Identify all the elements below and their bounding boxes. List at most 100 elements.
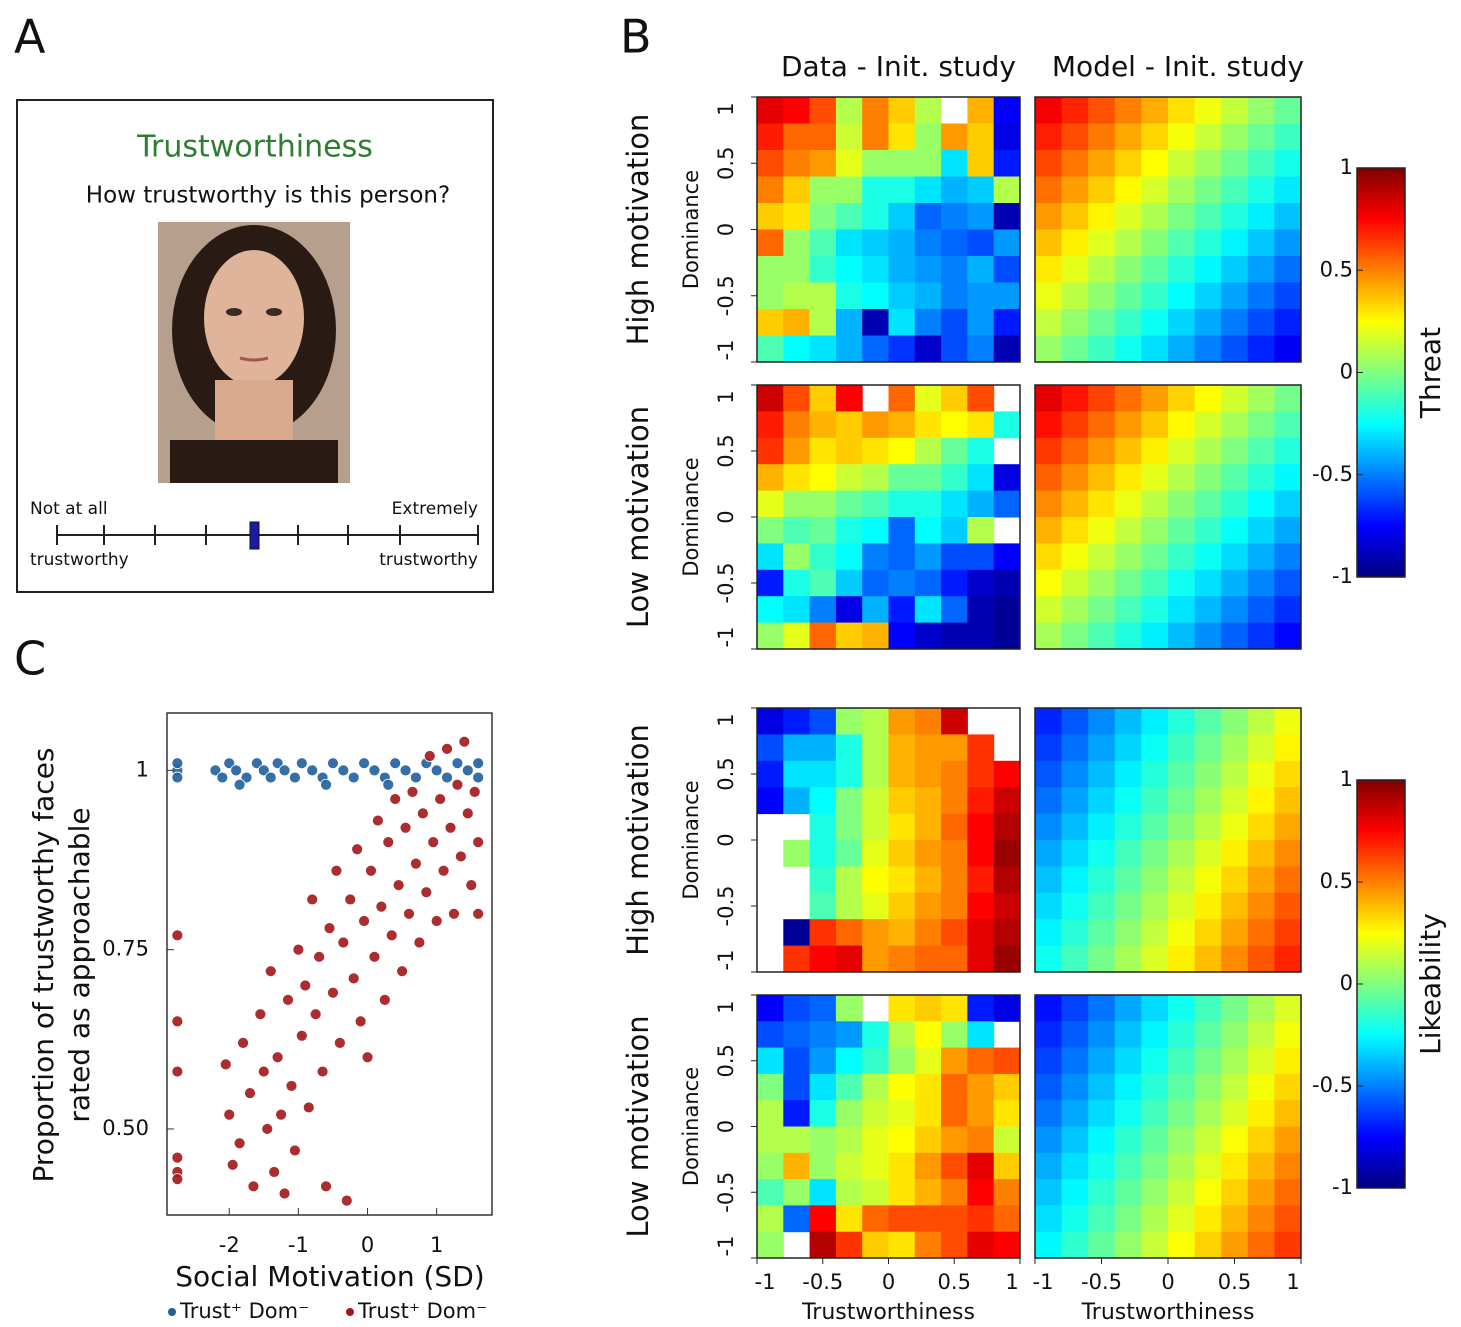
- heatmap-cell: [1088, 282, 1116, 310]
- heatmap-cell: [993, 1152, 1021, 1180]
- point: [320, 1180, 332, 1193]
- point: [351, 843, 364, 856]
- y-tick-label: 0: [714, 510, 738, 523]
- heatmap-cell: [1035, 229, 1063, 257]
- heatmap-cell: [941, 787, 968, 815]
- heatmap-cell: [1194, 1231, 1222, 1259]
- x-tick-label: 1: [1005, 1270, 1018, 1294]
- heatmap-cell: [1194, 256, 1222, 283]
- y-tick-label: 0: [714, 833, 738, 846]
- heatmap-cell: [1221, 569, 1249, 597]
- heatmap-cell: [941, 760, 968, 788]
- heatmap-cell: [1168, 760, 1196, 788]
- heatmap-cell: [783, 176, 811, 204]
- heatmap-cell: [1114, 1179, 1142, 1206]
- heatmap-cell: [1168, 1126, 1196, 1154]
- heatmap-cell: [809, 1126, 837, 1154]
- point: [316, 1065, 329, 1078]
- heatmap-cell: [1114, 385, 1142, 412]
- x-tick-label: 0.5: [1218, 1270, 1251, 1294]
- heatmap-cell: [1088, 464, 1116, 492]
- y-axis-label: Dominance: [679, 170, 703, 289]
- point: [223, 757, 236, 770]
- heatmap-cell: [1141, 1205, 1169, 1233]
- y-tick-label: -0.5: [714, 563, 738, 604]
- heatmap-cell: [1141, 123, 1169, 151]
- heatmap-cell: [1035, 866, 1063, 894]
- heatmap-cell: [1061, 256, 1089, 283]
- heatmap-cell: [835, 1100, 863, 1127]
- heatmap-cell: [862, 787, 889, 815]
- heatmap-cell: [1114, 596, 1142, 624]
- heatmap-cell: [1168, 203, 1196, 230]
- point: [468, 785, 481, 798]
- heatmap-cell: [914, 203, 942, 230]
- heatmap-cell: [809, 1231, 837, 1259]
- heatmap-cell: [809, 1205, 837, 1233]
- heatmap-cell: [783, 282, 811, 310]
- heatmap-cell: [1114, 760, 1142, 788]
- heatmap-cell: [783, 385, 811, 412]
- point: [344, 893, 357, 906]
- heatmap-cell: [862, 335, 889, 363]
- point: [330, 864, 343, 877]
- point: [216, 771, 229, 784]
- point: [240, 771, 253, 784]
- heatmap-cell: [1221, 892, 1249, 920]
- point: [278, 764, 291, 777]
- heatmap-cell: [1194, 945, 1222, 973]
- heatmap-cell: [941, 517, 968, 544]
- heatmap-cell: [967, 437, 995, 465]
- heatmap-cell: [967, 945, 995, 973]
- heatmap-cell: [1141, 1152, 1169, 1180]
- heatmap-cell: [862, 734, 889, 762]
- heatmap-cell: [1274, 1021, 1302, 1049]
- heatmap-cell: [993, 866, 1021, 894]
- heatmap-cell: [783, 335, 811, 363]
- heatmap-cell: [1247, 760, 1275, 788]
- heatmap-cell: [1088, 1100, 1116, 1127]
- heatmap-cell: [1114, 97, 1142, 124]
- point: [268, 1166, 281, 1178]
- point: [451, 778, 464, 791]
- heatmap-cell: [1061, 1152, 1089, 1180]
- heatmap-cell: [1194, 734, 1222, 762]
- heatmap-cell: [1194, 1073, 1222, 1101]
- heatmap-cell: [862, 945, 889, 973]
- heatmap-cell: [862, 97, 889, 124]
- heatmap-cell: [941, 995, 968, 1022]
- heatmap-cell: [1221, 1126, 1249, 1154]
- heatmap-cell: [1221, 517, 1249, 544]
- heatmap-cell: [1088, 543, 1116, 571]
- heatmap-cell: [941, 866, 968, 894]
- heatmap-cell: [993, 1047, 1021, 1075]
- colorbar-tick-label: -0.5: [1312, 462, 1353, 486]
- heatmap-cell: [1061, 203, 1089, 230]
- heatmap-cell: [1061, 1205, 1089, 1233]
- heatmap-cell: [1088, 309, 1116, 336]
- heatmap-cell: [862, 490, 889, 518]
- heatmap-cell: [1247, 385, 1275, 412]
- heatmap-cell: [941, 309, 968, 336]
- heatmap-cell: [967, 1047, 995, 1075]
- heatmap-cell: [1247, 411, 1275, 439]
- heatmap-cell: [1168, 708, 1196, 735]
- heatmap-cell: [862, 543, 889, 571]
- heatmap-cell: [888, 203, 916, 230]
- point: [358, 757, 370, 770]
- heatmap-cell: [993, 1205, 1021, 1233]
- heatmap-cell: [757, 708, 784, 735]
- heatmap-cell: [1274, 569, 1302, 597]
- heatmap-cell: [1221, 543, 1249, 571]
- heatmap-cell: [967, 596, 995, 624]
- heatmap-cell: [967, 517, 995, 544]
- heatmap-cell: [993, 813, 1021, 841]
- heatmap-cell: [1168, 813, 1196, 841]
- heatmap-cell: [1247, 256, 1275, 283]
- heatmap-cell: [1221, 622, 1249, 650]
- y-tick-label: 1: [136, 757, 149, 781]
- heatmap-cell: [835, 995, 863, 1022]
- heatmap-cell: [993, 490, 1021, 518]
- heatmap-cell: [1194, 150, 1222, 177]
- heatmap-cell: [1168, 622, 1196, 650]
